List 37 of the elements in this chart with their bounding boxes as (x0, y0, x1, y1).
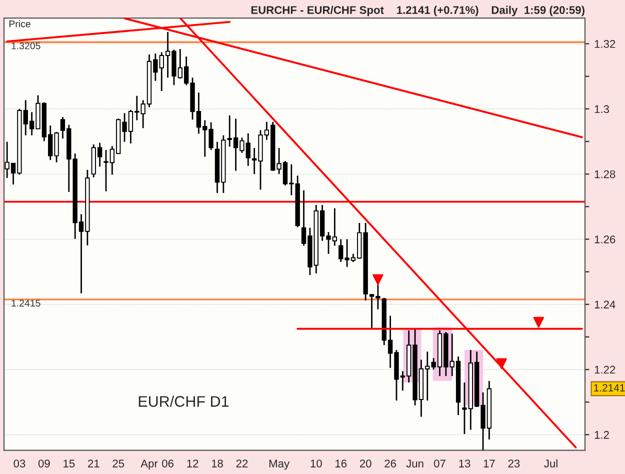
point (496, 358, 507, 369)
x-tick-label: 21 (88, 460, 100, 468)
y-tick-label: 1.26 (594, 235, 616, 244)
x-tick-label: Jul (544, 459, 558, 468)
x-tick-label: 22 (236, 460, 248, 468)
x-tick-label: 23 (508, 460, 520, 468)
y-tick-label: 1.2 (594, 430, 609, 439)
y-tick-label: 1.28 (594, 170, 616, 178)
point (372, 274, 384, 285)
x-tick-label: 03 (14, 460, 26, 468)
text: 1.2141 (594, 384, 625, 392)
x-tick-label: 06 (162, 460, 174, 468)
x-tick-label: 15 (64, 460, 75, 468)
x-tick-label: Apr (140, 460, 158, 470)
x-tick-label: 10 (310, 460, 322, 468)
x-tick-label: 18 (212, 460, 223, 468)
annotation: EUR/CHF D1 (138, 396, 229, 407)
x-tick-label: 26 (384, 460, 396, 468)
ref-line-label: 1.2415 (12, 300, 40, 307)
x-tick-label: 16 (336, 460, 347, 468)
x-tick-label: 17 (484, 460, 495, 468)
y-tick-label: 1.24 (594, 300, 616, 308)
x-tick-label: Jun (406, 460, 424, 468)
x-tick-label: 07 (434, 460, 446, 468)
ref-line-label: 1.3205 (12, 42, 40, 50)
y-tick-label: 1.22 (594, 366, 616, 374)
x-tick-label: 25 (112, 460, 124, 468)
chart-title: EURCHF - EUR/CHF Spot 1.2141 (+0.71%) Daily 1:59 (20:59) (251, 6, 584, 16)
y-tick-label: 1.32 (594, 40, 616, 48)
x-tick-label: 13 (459, 460, 470, 468)
point (533, 316, 544, 328)
x-tick-label: 12 (187, 460, 198, 468)
x-tick-label: 20 (360, 460, 372, 468)
y-axis-title: Price (9, 20, 30, 28)
x-tick-label: 09 (38, 460, 50, 468)
x-tick-label: May (269, 460, 290, 470)
y-tick-label: 1.3 (594, 105, 609, 114)
